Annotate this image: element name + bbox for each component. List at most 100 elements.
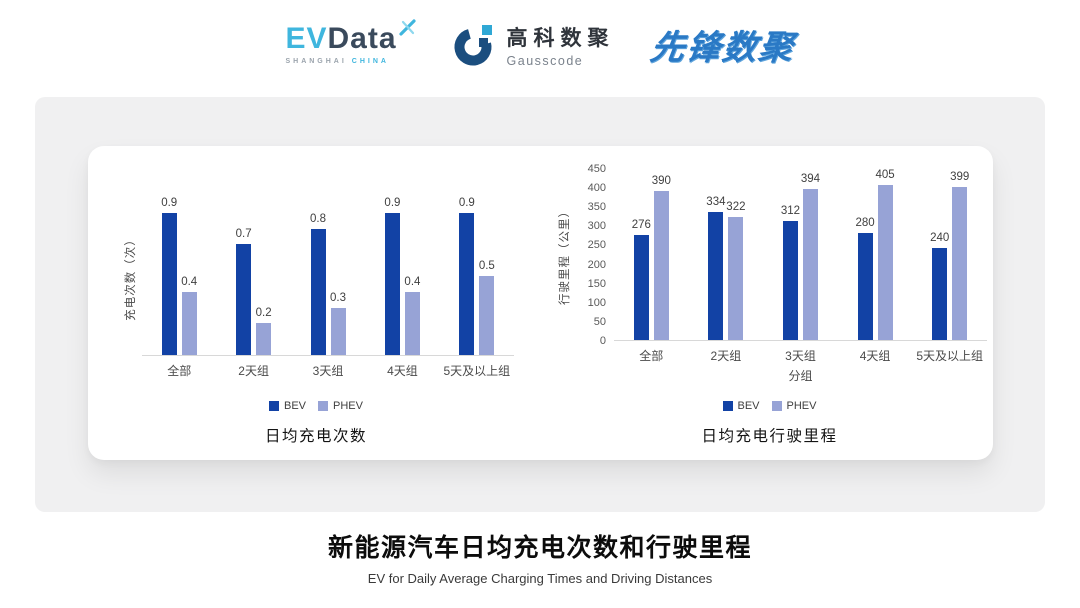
bar-value-label: 0.3 [330, 292, 347, 304]
legend: BEV PHEV [118, 400, 514, 412]
bar-group: 0.9 0.4 [365, 197, 439, 355]
bar-group: 334 322 [689, 169, 764, 340]
chart-daily-driving-distance: 行驶里程（公里） 0 50 100 150 200 250 300 350 400 450 276 39… [540, 146, 993, 460]
main-title: 新能源汽车日均充电次数和行驶里程 [327, 534, 752, 562]
bar-value-label: 0.2 [255, 307, 272, 319]
bar-bev: 0.9 [384, 197, 400, 355]
bar-group: 312 394 [763, 169, 838, 340]
bar-bev: 0.9 [161, 197, 177, 355]
y-tick-label: 450 [587, 163, 606, 175]
evdata-data-text: Data [327, 22, 397, 55]
gausscode-en-text: Gausscode [506, 53, 584, 68]
bar-value-label: 240 [930, 232, 950, 244]
bar-bev: 334 [706, 196, 725, 340]
y-axis-label: 行驶里程（公里） [552, 169, 576, 341]
y-axis-label-text: 行驶里程（公里） [559, 205, 571, 305]
bar-value-label: 312 [780, 205, 801, 217]
subtitle: EV for Daily Average Charging Times and … [367, 571, 713, 586]
y-tick-label: 250 [587, 239, 606, 252]
bar-value-label: 322 [726, 201, 746, 213]
y-tick-label: 350 [587, 201, 606, 214]
y-axis-label: 充电次数（次） [118, 198, 142, 356]
legend-swatch [318, 401, 329, 411]
y-tick-label: 100 [587, 296, 606, 309]
xianfeng-logo: 先锋数聚 [647, 29, 797, 67]
logo-header: EV Data SHANGHAI CHINA 高科数聚 Gausscode [0, 19, 1080, 69]
chart-panel: 充电次数（次） 0.9 0.4 0.7 0.2 0.8 0.3 0.9 0.4 0.9 0.5 全部 2… [35, 97, 1045, 512]
y-tick-label: 50 [593, 315, 606, 328]
category-label: 5天及以上组 [916, 349, 984, 363]
bar-bev: 276 [632, 219, 651, 340]
y-tick-label: 200 [587, 258, 606, 271]
bar-value-label: 280 [855, 217, 875, 229]
x-axis-title [142, 379, 514, 396]
category-label: 2天组 [710, 349, 742, 363]
plot-area: 276 390 334 322 312 394 280 405 240 399 [614, 169, 987, 341]
bar-value-label: 0.9 [161, 197, 178, 209]
x-axis-categories: 全部 2天组 3天组 4天组 5天及以上组 [614, 341, 987, 364]
bar-group: 0.9 0.4 [142, 197, 216, 355]
gausscode-cn-text: 高科数聚 [506, 26, 615, 50]
gausscode-logo: 高科数聚 Gausscode [452, 22, 615, 68]
plot-area: 0.9 0.4 0.7 0.2 0.8 0.3 0.9 0.4 0.9 0.5 [142, 197, 514, 356]
chart-daily-charging-times: 充电次数（次） 0.9 0.4 0.7 0.2 0.8 0.3 0.9 0.4 0.9 0.5 全部 2… [88, 146, 540, 460]
y-tick-label: 0 [599, 335, 606, 347]
bar-value-label: 0.9 [458, 197, 475, 209]
bar-value-label: 0.8 [310, 213, 327, 225]
bar-phev: 0.5 [479, 260, 495, 355]
legend-swatch [269, 401, 279, 411]
bar-phev: 405 [875, 169, 895, 340]
chart-grid: 行驶里程（公里） 0 50 100 150 200 250 300 350 400 450 276 39… [552, 163, 987, 446]
legend-swatch [771, 401, 782, 411]
bar-phev: 0.3 [330, 292, 346, 355]
evdata-subtext: SHANGHAI CHINA [285, 58, 415, 65]
bar-group: 0.7 0.2 [216, 198, 290, 355]
legend-item-bev: BEV [269, 400, 306, 412]
chart-grid: 充电次数（次） 0.9 0.4 0.7 0.2 0.8 0.3 0.9 0.4 0.9 0.5 全部 2… [118, 197, 514, 446]
chart-title: 日均充电行驶里程 [701, 428, 838, 445]
legend: BEV PHEV [552, 400, 987, 412]
bar-phev: 399 [950, 171, 969, 340]
category-label: 3天组 [312, 364, 344, 378]
x-axis-title: 分组 [788, 369, 813, 383]
y-axis-label-text: 充电次数（次） [125, 233, 137, 321]
evdata-shanghai-text: SHANGHAI [285, 58, 347, 65]
category-label: 3天组 [785, 349, 816, 363]
bar-group: 276 390 [614, 169, 689, 340]
gausscode-g-icon [454, 24, 492, 65]
bar-bev: 0.8 [310, 213, 326, 355]
legend-item-phev: PHEV [771, 400, 817, 412]
legend-label: BEV [284, 400, 307, 412]
caption-block: 新能源汽车日均充电次数和行驶里程 EV for Daily Average Ch… [0, 528, 1080, 586]
bar-bev: 240 [930, 232, 949, 340]
legend-swatch [722, 401, 733, 411]
category-label: 全部 [167, 364, 192, 378]
legend-label: PHEV [786, 400, 817, 412]
bar-value-label: 276 [631, 219, 651, 231]
bar-group: 0.8 0.3 [291, 198, 365, 355]
y-tick-label: 300 [587, 220, 606, 233]
category-label: 5天及以上组 [443, 364, 511, 378]
bar-value-label: 0.5 [478, 260, 495, 272]
evdata-logo: EV Data SHANGHAI CHINA [285, 19, 416, 65]
bar-value-label: 0.9 [384, 197, 401, 209]
bar-bev: 0.7 [236, 228, 252, 355]
bar-value-label: 394 [800, 173, 821, 185]
bar-phev: 322 [726, 201, 745, 340]
bar-phev: 390 [652, 175, 671, 340]
evdata-wordmark: EV Data [285, 19, 416, 55]
bar-phev: 0.4 [181, 276, 197, 355]
category-label: 2天组 [238, 364, 269, 378]
evdata-ev-text: EV [285, 22, 328, 55]
bar-value-label: 0.4 [404, 276, 421, 288]
bar-group: 240 399 [912, 169, 987, 340]
bar-group: 0.9 0.5 [440, 197, 514, 355]
y-tick-label: 150 [587, 277, 606, 290]
gausscode-text-block: 高科数聚 Gausscode [507, 22, 615, 68]
bar-bev: 280 [855, 217, 875, 340]
y-tick-label: 400 [587, 182, 606, 195]
bar-group: 280 405 [838, 169, 913, 340]
legend-item-bev: BEV [722, 400, 760, 412]
bar-bev: 312 [781, 205, 800, 340]
